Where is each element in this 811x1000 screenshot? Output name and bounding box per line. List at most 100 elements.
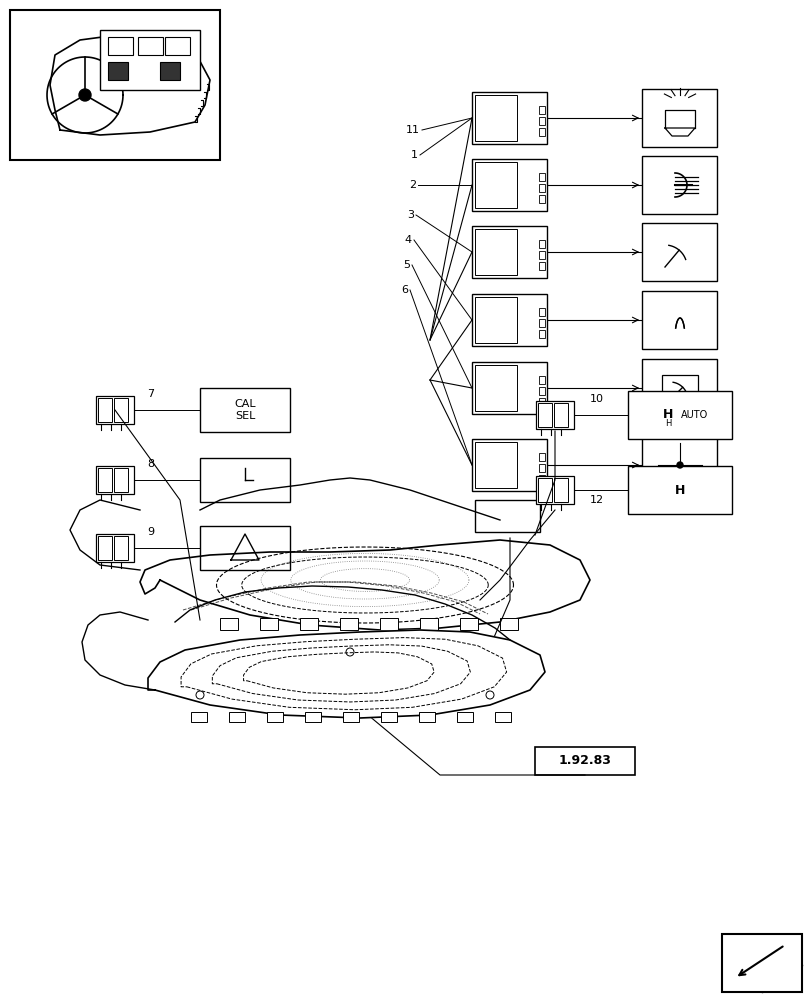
Bar xyxy=(472,362,547,414)
Text: AUTO: AUTO xyxy=(680,410,708,420)
Text: CAL
SEL: CAL SEL xyxy=(234,399,255,421)
Bar xyxy=(539,128,545,136)
Bar xyxy=(460,618,478,630)
Bar xyxy=(472,439,547,491)
Bar xyxy=(472,226,547,278)
Bar xyxy=(380,712,397,722)
Bar xyxy=(138,37,163,55)
Text: 6: 6 xyxy=(401,285,407,295)
Bar xyxy=(539,106,545,114)
Bar xyxy=(475,297,516,343)
Bar xyxy=(267,712,283,722)
Bar xyxy=(475,95,516,141)
Bar xyxy=(340,618,358,630)
Bar xyxy=(642,223,717,281)
Polygon shape xyxy=(50,32,210,135)
Bar xyxy=(100,30,200,90)
Bar xyxy=(475,162,516,208)
Bar xyxy=(539,195,545,203)
Bar xyxy=(114,398,128,422)
Bar xyxy=(539,308,545,316)
Bar xyxy=(305,712,320,722)
Bar xyxy=(539,376,545,384)
Bar xyxy=(475,229,516,275)
Bar xyxy=(380,618,397,630)
Bar xyxy=(642,89,717,147)
Bar xyxy=(539,173,545,181)
Bar xyxy=(642,291,717,349)
Text: H: H xyxy=(662,408,672,422)
Bar xyxy=(96,466,134,494)
Text: 1: 1 xyxy=(410,150,418,160)
Text: 12: 12 xyxy=(590,495,603,505)
Bar xyxy=(260,618,277,630)
Bar xyxy=(419,618,437,630)
Text: 5: 5 xyxy=(402,260,410,270)
Bar xyxy=(475,442,516,488)
Bar xyxy=(627,391,731,439)
Bar xyxy=(299,618,318,630)
Bar xyxy=(114,536,128,560)
Bar xyxy=(539,117,545,125)
Bar xyxy=(539,464,545,472)
Bar xyxy=(98,468,112,492)
Bar xyxy=(534,747,634,775)
Bar xyxy=(539,330,545,338)
Text: H: H xyxy=(674,484,684,496)
Text: 1.92.83: 1.92.83 xyxy=(558,754,611,768)
Bar xyxy=(98,536,112,560)
Bar xyxy=(535,476,573,504)
Bar xyxy=(418,712,435,722)
Bar xyxy=(627,466,731,514)
Bar xyxy=(10,10,220,160)
Bar xyxy=(200,458,290,502)
Text: H: H xyxy=(664,418,671,428)
Circle shape xyxy=(676,462,682,468)
Bar xyxy=(495,712,510,722)
Text: 2: 2 xyxy=(409,180,415,190)
Polygon shape xyxy=(139,540,590,630)
Bar xyxy=(539,387,545,395)
Bar xyxy=(539,475,545,483)
Bar xyxy=(472,92,547,144)
Bar xyxy=(535,401,573,429)
Text: 9: 9 xyxy=(147,527,154,537)
Bar xyxy=(721,934,801,992)
Circle shape xyxy=(79,89,91,101)
Bar xyxy=(229,712,245,722)
Bar xyxy=(472,294,547,346)
Text: 10: 10 xyxy=(590,394,603,404)
Bar xyxy=(553,403,568,427)
Circle shape xyxy=(659,405,663,409)
Circle shape xyxy=(664,478,668,482)
Bar xyxy=(661,375,697,403)
Bar xyxy=(474,500,539,532)
Bar xyxy=(475,365,516,411)
Bar xyxy=(539,398,545,406)
Bar xyxy=(342,712,358,722)
Circle shape xyxy=(642,405,646,409)
Bar xyxy=(642,156,717,214)
Bar xyxy=(500,618,517,630)
Bar xyxy=(191,712,207,722)
Bar xyxy=(553,478,568,502)
Bar xyxy=(457,712,473,722)
Text: 4: 4 xyxy=(405,235,411,245)
Bar xyxy=(108,62,128,80)
Bar xyxy=(200,526,290,570)
Bar xyxy=(114,468,128,492)
Bar xyxy=(96,534,134,562)
Polygon shape xyxy=(148,630,544,718)
Bar xyxy=(98,398,112,422)
Text: 11: 11 xyxy=(406,125,419,135)
Text: 7: 7 xyxy=(147,389,154,399)
Bar xyxy=(472,159,547,211)
Bar xyxy=(538,403,551,427)
Bar xyxy=(96,396,134,424)
Circle shape xyxy=(666,405,670,409)
Bar xyxy=(642,359,717,417)
Circle shape xyxy=(650,405,654,409)
Bar xyxy=(165,37,190,55)
Bar xyxy=(538,478,551,502)
Circle shape xyxy=(689,478,692,482)
